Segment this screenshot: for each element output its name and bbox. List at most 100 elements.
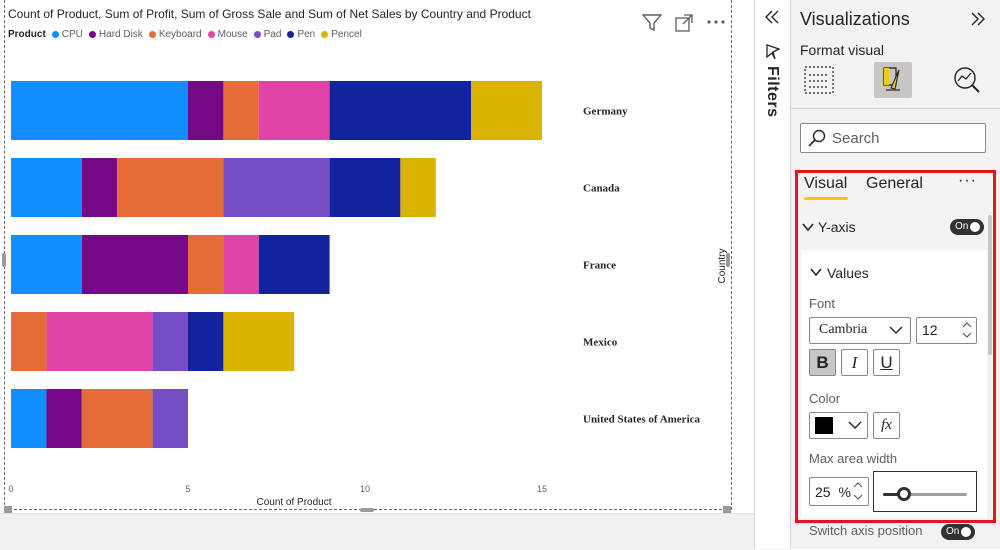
more-options-icon[interactable] <box>706 19 726 25</box>
font-label: Font <box>809 296 836 311</box>
bar-segment-france-hard-disk[interactable] <box>81 235 188 294</box>
toggle-knob <box>970 222 980 232</box>
focus-mode-icon[interactable] <box>675 14 693 32</box>
slider-fill <box>883 493 904 496</box>
chart-title: Count of Product, Sum of Profit, Sum of … <box>8 7 531 21</box>
legend-item-pencel[interactable]: Pencel <box>321 29 362 40</box>
chevron-double-left-icon[interactable] <box>764 10 780 24</box>
chevron-down-icon[interactable] <box>810 267 822 277</box>
chevron-down-icon <box>889 326 903 334</box>
legend-dot <box>207 31 215 38</box>
font-family-value: Cambria <box>819 322 868 337</box>
bar-segment-canada-keyboard[interactable] <box>117 158 224 217</box>
chevron-double-right-icon[interactable] <box>970 12 986 26</box>
bar-segment-germany-hard-disk[interactable] <box>188 81 224 140</box>
search-input[interactable] <box>800 123 986 153</box>
legend-title: Product <box>8 29 46 40</box>
search-icon <box>808 129 826 147</box>
legend-dot <box>51 31 59 38</box>
underline-button[interactable]: U <box>873 349 900 376</box>
y-axis-section-label[interactable]: Y-axis <box>818 219 856 235</box>
resize-handle-right[interactable] <box>726 253 730 267</box>
legend-item-hard-disk[interactable]: Hard Disk <box>88 29 143 40</box>
highlight-box <box>795 170 996 523</box>
slider-thumb[interactable] <box>897 487 911 501</box>
stepper-arrows-icon[interactable] <box>961 319 973 341</box>
color-swatch <box>815 417 833 434</box>
max-area-width-value: 25 % <box>815 484 851 500</box>
font-size-stepper[interactable] <box>916 317 977 344</box>
y-tick-label: United States of America <box>583 414 701 426</box>
bar-segment-united-states-of-america-cpu[interactable] <box>11 389 47 448</box>
bold-button[interactable]: B <box>809 349 836 376</box>
chevron-down-icon <box>848 421 862 429</box>
bar-segment-germany-pen[interactable] <box>329 81 472 140</box>
tab-visual[interactable]: Visual <box>804 175 848 192</box>
font-size-value: 12 <box>922 322 938 338</box>
switch-axis-toggle[interactable]: On <box>941 524 975 540</box>
bar-segment-germany-mouse[interactable] <box>258 81 330 140</box>
legend-item-mouse[interactable]: Mouse <box>207 29 248 40</box>
format-visual-tab[interactable] <box>874 62 912 98</box>
legend-item-keyboard[interactable]: Keyboard <box>148 29 202 40</box>
bar-segment-canada-cpu[interactable] <box>11 158 82 217</box>
filter-funnel-icon <box>766 44 780 60</box>
x-tick-label: 0 <box>8 484 13 494</box>
color-label: Color <box>809 391 841 406</box>
bar-segment-mexico-pad[interactable] <box>152 312 188 371</box>
more-options-button[interactable]: ··· <box>958 172 977 189</box>
bar-segment-germany-keyboard[interactable] <box>223 81 259 140</box>
legend-item-pen[interactable]: Pen <box>287 29 315 40</box>
resize-handle-left[interactable] <box>2 253 6 267</box>
legend-dot <box>287 31 295 38</box>
filters-pane-collapsed[interactable] <box>754 0 791 549</box>
resize-handle-bottom[interactable] <box>360 508 374 512</box>
bar-segment-united-states-of-america-pad[interactable] <box>152 389 188 448</box>
bar-segment-germany-cpu[interactable] <box>11 81 188 140</box>
max-area-width-input[interactable] <box>809 477 869 506</box>
max-area-width-unit: % <box>838 484 851 500</box>
pane-divider <box>790 108 1000 109</box>
build-visual-icon[interactable] <box>804 66 834 94</box>
bar-segment-canada-pen[interactable] <box>329 158 401 217</box>
conditional-formatting-button[interactable]: fx <box>873 412 900 439</box>
legend-dot <box>253 31 261 38</box>
legend-item-pad[interactable]: Pad <box>253 29 281 40</box>
bar-segment-mexico-pencel[interactable] <box>223 312 295 371</box>
tab-general[interactable]: General <box>866 175 923 192</box>
x-tick-label: 10 <box>360 484 370 494</box>
max-area-width-label: Max area width <box>809 451 898 466</box>
slider-track[interactable] <box>883 493 967 496</box>
bar-segment-united-states-of-america-keyboard[interactable] <box>81 389 153 448</box>
chevron-down-icon[interactable] <box>802 222 814 232</box>
filters-label[interactable]: Filters <box>764 66 781 118</box>
resize-handle-corner-br[interactable] <box>723 506 731 514</box>
bar-segment-canada-pencel[interactable] <box>400 158 436 217</box>
values-section-label[interactable]: Values <box>827 265 869 281</box>
toggle-label: On <box>955 221 969 232</box>
bar-segment-france-cpu[interactable] <box>11 235 82 294</box>
y-tick-label: Germany <box>583 106 628 118</box>
x-tick-label: 15 <box>537 484 547 494</box>
bar-segment-france-mouse[interactable] <box>223 235 259 294</box>
bar-segment-mexico-mouse[interactable] <box>46 312 153 371</box>
resize-handle-corner-bl[interactable] <box>4 506 12 514</box>
stepper-arrows-icon[interactable] <box>852 480 864 502</box>
analytics-icon[interactable] <box>952 66 982 94</box>
bar-segment-united-states-of-america-hard-disk[interactable] <box>46 389 82 448</box>
bar-segment-germany-pencel[interactable] <box>471 81 542 140</box>
x-axis-title: Count of Product <box>256 497 331 508</box>
bar-segment-canada-hard-disk[interactable] <box>81 158 118 217</box>
y-axis-toggle[interactable]: On <box>950 219 984 235</box>
bar-segment-mexico-keyboard[interactable] <box>11 312 47 371</box>
legend-label: CPU <box>61 29 83 40</box>
chart-legend: Product CPU Hard Disk Keyboard Mouse Pad… <box>8 29 368 40</box>
bar-segment-france-pen[interactable] <box>258 235 330 294</box>
italic-button[interactable]: I <box>841 349 868 376</box>
bar-segment-canada-pad[interactable] <box>223 158 330 217</box>
bar-segment-france-keyboard[interactable] <box>188 235 224 294</box>
legend-item-cpu[interactable]: CPU <box>51 29 83 40</box>
pane-scrollbar[interactable] <box>988 215 992 355</box>
filter-icon[interactable] <box>642 14 662 32</box>
bar-segment-mexico-pen[interactable] <box>188 312 224 371</box>
